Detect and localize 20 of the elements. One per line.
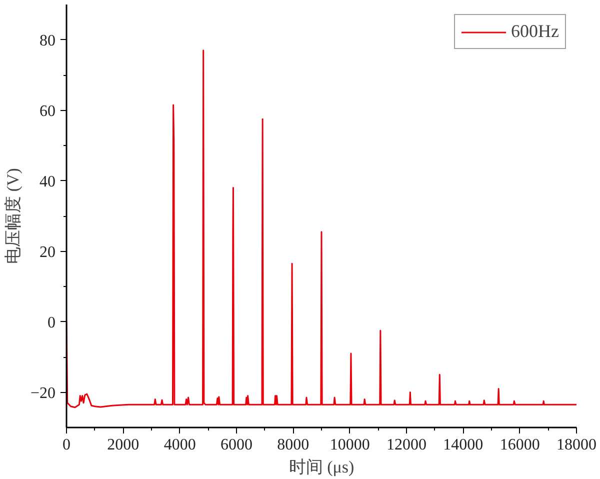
x-tick-label: 12000 [386,436,426,454]
y-tick-label: 20 [40,244,56,261]
x-tick-label: 10000 [330,436,370,454]
x-tick-label: 6000 [220,436,252,454]
x-tick-label: 14000 [443,436,484,454]
x-tick-label: 0 [62,436,70,454]
legend-label: 600Hz [511,21,559,42]
x-tick-label: 8000 [277,436,310,454]
y-tick-label: 0 [48,314,56,332]
x-tick-label: 18000 [556,436,596,454]
y-axis-title: 电压幅度 (V) [3,168,22,264]
y-tick-label: 40 [40,173,56,190]
x-axis-title: 时间 (μs) [288,458,354,476]
line-series [66,50,576,408]
x-tick-label: 16000 [500,436,540,454]
y-tick-label: 80 [40,32,56,50]
y-tick-label: 60 [40,102,56,120]
y-tick-label: −20 [30,384,56,402]
x-tick-label: 4000 [164,436,196,454]
x-tick-label: 2000 [107,436,140,454]
